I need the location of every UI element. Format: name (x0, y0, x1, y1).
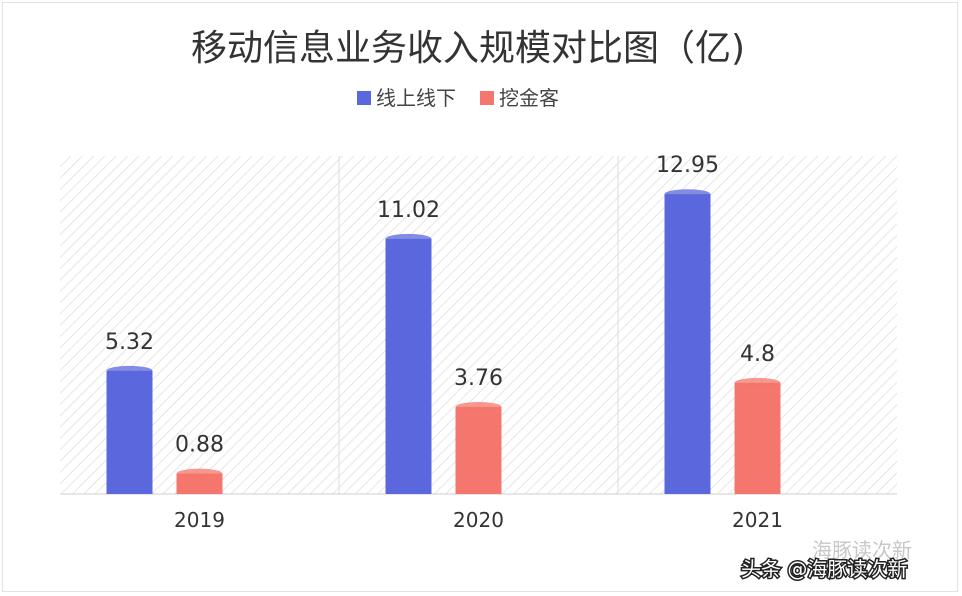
chart-title: 移动信息业务收入规模对比图（亿) (191, 28, 745, 69)
value-label: 4.8 (740, 342, 775, 367)
bar-cap (664, 189, 711, 200)
legend: 线上线下 挖金客 (357, 86, 559, 110)
bar-cap (455, 401, 502, 412)
legend-swatch-online-offline (357, 91, 371, 105)
bar-wajinke-2019 (176, 473, 223, 494)
legend-label-online-offline: 线上线下 (376, 86, 456, 110)
bar-wajinke-2020 (455, 406, 502, 494)
x-tick-label: 2020 (453, 508, 504, 532)
x-tick-label: 2021 (732, 508, 783, 532)
bar-online-offline-2019 (106, 370, 153, 494)
bar-online-offline-2021 (664, 194, 711, 495)
bar-cap (385, 233, 432, 244)
bar-cap (106, 365, 153, 376)
bar-online-offline-2020 (385, 238, 432, 494)
bar-cap (176, 468, 223, 479)
watermark-top-text: 海豚读次新 (812, 538, 912, 562)
value-label: 3.76 (454, 366, 503, 391)
value-label: 11.02 (377, 198, 440, 223)
legend-swatch-wajinke (480, 91, 494, 105)
value-label: 5.32 (105, 330, 154, 355)
legend-label-wajinke: 挖金客 (499, 86, 559, 110)
bar-wajinke-2021 (734, 382, 781, 494)
bar-cap (734, 377, 781, 388)
watermark-main-text: 头条 @海豚读次新 (741, 557, 907, 581)
bars (106, 189, 781, 495)
x-tick-label: 2019 (174, 508, 225, 532)
watermark: 海豚读次新 头条 @海豚读次新 (740, 538, 913, 583)
value-label: 0.88 (175, 433, 224, 458)
value-labels: 5.32 0.88 11.02 3.76 12.95 4.8 (105, 153, 775, 457)
x-axis-ticks: 2019 2020 2021 (174, 508, 783, 532)
value-label: 12.95 (656, 153, 719, 178)
